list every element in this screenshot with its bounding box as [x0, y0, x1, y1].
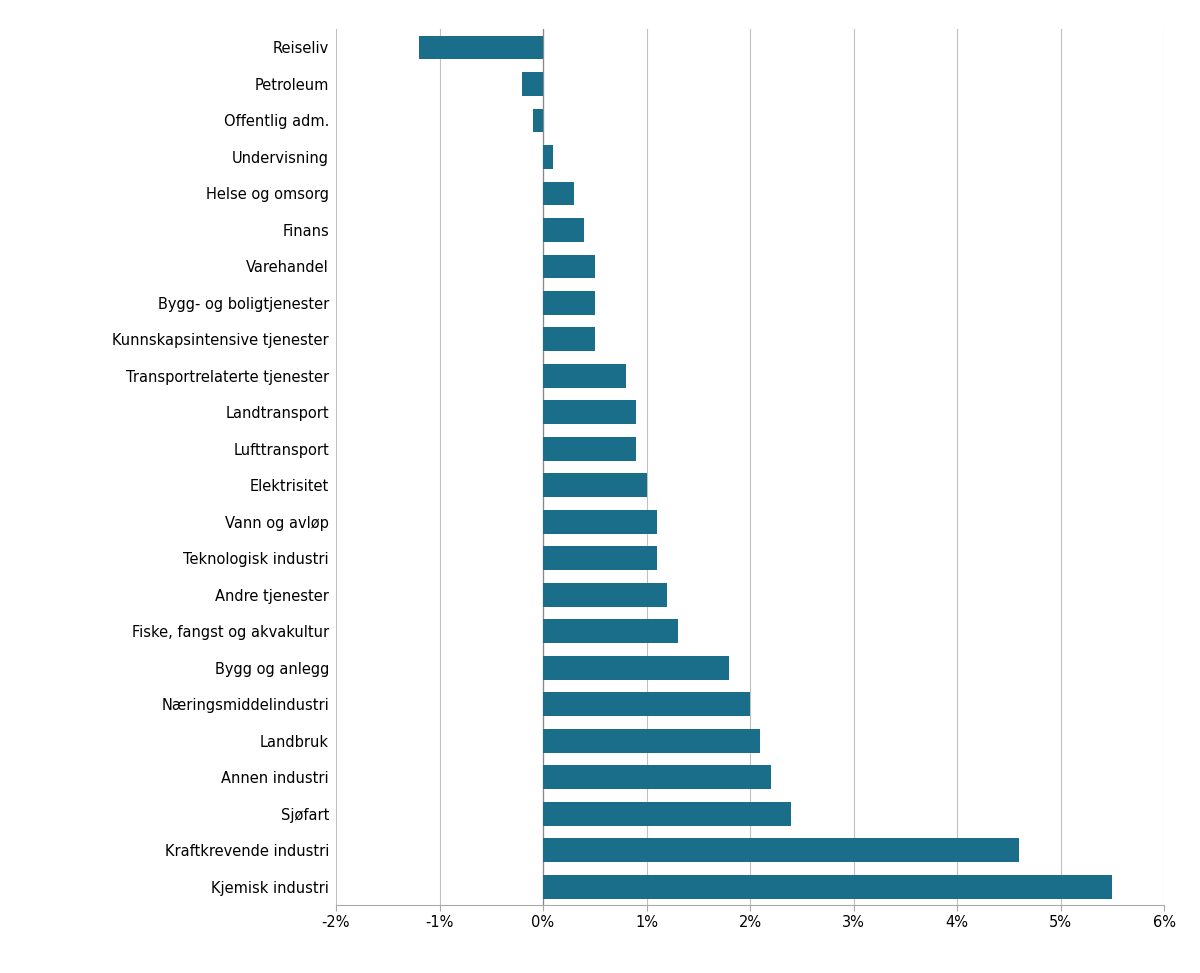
- Bar: [542, 802, 792, 825]
- Bar: [542, 291, 595, 314]
- Bar: [419, 36, 542, 59]
- Bar: [542, 875, 1112, 898]
- Bar: [542, 328, 595, 351]
- Bar: [542, 255, 595, 278]
- Bar: [522, 72, 542, 95]
- Bar: [542, 474, 647, 497]
- Bar: [542, 547, 656, 570]
- Bar: [542, 401, 636, 424]
- Bar: [542, 510, 656, 533]
- Bar: [542, 656, 730, 679]
- Bar: [542, 839, 1019, 862]
- Bar: [542, 145, 553, 168]
- Bar: [542, 182, 574, 205]
- Bar: [542, 729, 761, 752]
- Bar: [542, 364, 626, 387]
- Bar: [542, 437, 636, 460]
- Bar: [533, 109, 542, 132]
- Bar: [542, 693, 750, 716]
- Bar: [542, 766, 770, 789]
- Bar: [542, 583, 667, 606]
- Bar: [542, 218, 584, 241]
- Bar: [542, 620, 678, 643]
